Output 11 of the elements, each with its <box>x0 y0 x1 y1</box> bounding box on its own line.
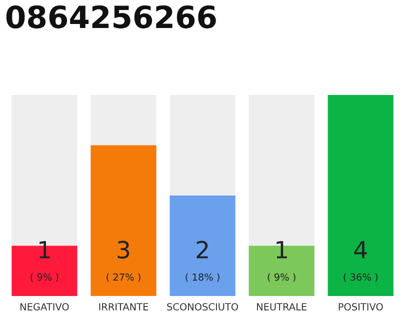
x-tick-label: POSITIVO <box>338 303 383 310</box>
x-tick-label: SCONOSCIUTO <box>167 303 238 310</box>
data-label: 1 ( 9% ) <box>30 241 58 282</box>
chart-title: 0864256266 <box>6 5 216 28</box>
data-label: 2 ( 18% ) <box>186 240 220 282</box>
x-tick-label: IRRITANTE <box>99 303 148 310</box>
data-label: 1 ( 9% ) <box>268 241 296 282</box>
x-tick-label: NEUTRALE <box>257 303 306 310</box>
data-label: 4 ( 36% ) <box>344 241 378 282</box>
x-tick-label: NEGATIVO <box>20 303 69 310</box>
data-label: 3 ( 27% ) <box>106 240 140 282</box>
